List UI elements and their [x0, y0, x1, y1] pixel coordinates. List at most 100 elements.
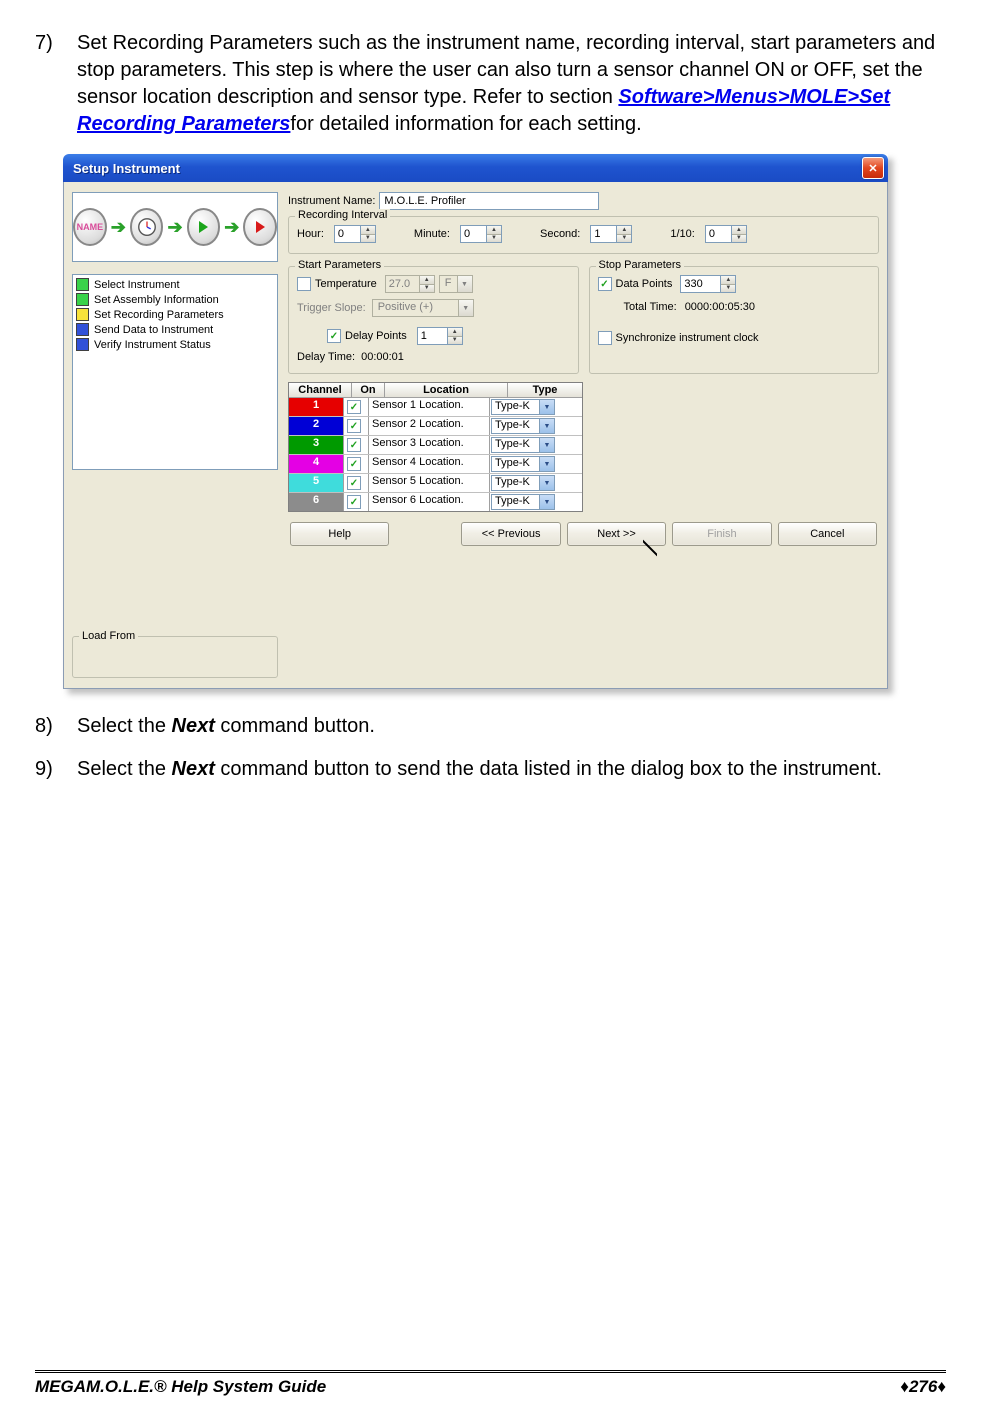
channel-table-header: Channel On Location Type	[289, 383, 582, 398]
instruction-7-text: Set Recording Parameters such as the ins…	[77, 30, 946, 138]
footer-page-number: ♦276♦	[900, 1377, 946, 1397]
channel-on-checkbox[interactable]: ✓	[347, 400, 361, 414]
instruction-8-text: Select the Next command button.	[77, 713, 946, 740]
arrow-icon: ➔	[167, 217, 182, 238]
delay-points-checkbox[interactable]: ✓	[327, 329, 341, 343]
dialog-button-row: Help << Previous Next >> Finish Cancel	[288, 522, 879, 546]
recording-interval-legend: Recording Interval	[295, 209, 390, 221]
channel-location[interactable]: Sensor 6 Location.	[369, 493, 490, 511]
temperature-spinner: ▲▼	[385, 275, 435, 293]
instrument-name-label: Instrument Name:	[288, 195, 375, 207]
channel-on-checkbox[interactable]: ✓	[347, 438, 361, 452]
channel-on-cell: ✓	[344, 455, 369, 473]
instr9-a: Select the	[77, 758, 172, 780]
wizard-step-item[interactable]: Set Recording Parameters	[76, 307, 274, 322]
instruction-9-text: Select the Next command button to send t…	[77, 756, 946, 783]
col-on: On	[352, 383, 385, 397]
instrument-name-input[interactable]	[379, 192, 599, 210]
wizard-step-item[interactable]: Set Assembly Information	[76, 292, 274, 307]
channel-row: 4✓ Sensor 4 Location.Type-K▼	[289, 455, 582, 474]
channel-on-cell: ✓	[344, 417, 369, 435]
data-points-checkbox[interactable]: ✓	[598, 277, 612, 291]
step-label: Set Recording Parameters	[94, 309, 224, 321]
channel-number: 2	[289, 417, 344, 435]
data-points-spinner[interactable]: ▲▼	[680, 275, 736, 293]
channel-number: 5	[289, 474, 344, 492]
previous-button[interactable]: << Previous	[461, 522, 560, 546]
dialog-body: NAME ➔ ➔ ➔ Select InstrumentSet Assembly…	[63, 182, 888, 689]
next-button[interactable]: Next >>	[567, 522, 666, 546]
play-step-icon	[187, 208, 221, 246]
channel-type-dropdown[interactable]: Type-K▼	[491, 494, 555, 510]
wizard-step-item[interactable]: Verify Instrument Status	[76, 337, 274, 352]
col-location: Location	[385, 383, 508, 397]
channel-on-checkbox[interactable]: ✓	[347, 419, 361, 433]
col-channel: Channel	[289, 383, 352, 397]
channel-location[interactable]: Sensor 4 Location.	[369, 455, 490, 473]
delay-time-label: Delay Time:	[297, 351, 355, 363]
dialog-titlebar: Setup Instrument ✕	[63, 154, 888, 182]
channel-type-dropdown[interactable]: Type-K▼	[491, 475, 555, 491]
temperature-label: Temperature	[315, 278, 377, 290]
channel-type-dropdown[interactable]: Type-K▼	[491, 437, 555, 453]
minute-label: Minute:	[414, 228, 450, 240]
sync-clock-checkbox[interactable]	[598, 331, 612, 345]
channel-location[interactable]: Sensor 1 Location.	[369, 398, 490, 416]
channel-type-dropdown[interactable]: Type-K▼	[491, 456, 555, 472]
wizard-step-item[interactable]: Select Instrument	[76, 277, 274, 292]
second-spinner[interactable]: ▲▼	[590, 225, 632, 243]
page-footer: MEGAM.O.L.E.® Help System Guide ♦276♦	[35, 1370, 946, 1397]
channel-on-cell: ✓	[344, 493, 369, 511]
channel-row: 3✓Sensor 3 Location.Type-K▼	[289, 436, 582, 455]
step-status-icon	[76, 293, 89, 306]
instruction-8: 8) Select the Next command button.	[35, 713, 946, 740]
hour-label: Hour:	[297, 228, 324, 240]
channel-location[interactable]: Sensor 2 Location.	[369, 417, 490, 435]
help-button[interactable]: Help	[290, 522, 389, 546]
channel-row: 1✓ Sensor 1 Location.Type-K▼	[289, 398, 582, 417]
step-status-icon	[76, 278, 89, 291]
sync-clock-label: Synchronize instrument clock	[616, 332, 759, 344]
stop-step-icon	[243, 208, 277, 246]
temp-unit-dropdown: F▼	[439, 275, 473, 293]
recording-interval-group: Recording Interval Hour: ▲▼ Minute: ▲▼ S…	[288, 216, 879, 254]
arrow-icon: ➔	[111, 217, 126, 238]
cancel-button[interactable]: Cancel	[778, 522, 877, 546]
channel-row: 2✓ Sensor 2 Location.Type-K▼	[289, 417, 582, 436]
total-time-label: Total Time:	[624, 301, 677, 313]
minute-spinner[interactable]: ▲▼	[460, 225, 502, 243]
finish-button: Finish	[672, 522, 771, 546]
channel-on-cell: ✓	[344, 474, 369, 492]
channel-on-checkbox[interactable]: ✓	[347, 457, 361, 471]
delay-points-spinner[interactable]: ▲▼	[417, 327, 463, 345]
channel-type-dropdown[interactable]: Type-K▼	[491, 399, 555, 415]
channel-location[interactable]: Sensor 5 Location.	[369, 474, 490, 492]
delay-points-label: Delay Points	[345, 330, 407, 342]
delay-time-value: 00:00:01	[361, 351, 404, 363]
hour-spinner[interactable]: ▲▼	[334, 225, 376, 243]
step-status-icon	[76, 323, 89, 336]
stop-params-legend: Stop Parameters	[596, 259, 685, 271]
close-icon[interactable]: ✕	[862, 157, 884, 179]
tenth-spinner[interactable]: ▲▼	[705, 225, 747, 243]
clock-step-icon	[130, 208, 164, 246]
data-points-label: Data Points	[616, 278, 673, 290]
step-label: Send Data to Instrument	[94, 324, 213, 336]
instr9-next: Next	[172, 758, 215, 780]
channel-on-checkbox[interactable]: ✓	[347, 495, 361, 509]
instruction-7: 7) Set Recording Parameters such as the …	[35, 30, 946, 138]
temperature-checkbox[interactable]	[297, 277, 311, 291]
channel-number: 1	[289, 398, 344, 416]
channel-on-cell: ✓	[344, 398, 369, 416]
instr7-part-b: for detailed information for each settin…	[290, 113, 641, 135]
load-from-group: Load From	[72, 636, 278, 678]
channel-row: 5✓ Sensor 5 Location.Type-K▼	[289, 474, 582, 493]
channel-on-checkbox[interactable]: ✓	[347, 476, 361, 490]
step-status-icon	[76, 338, 89, 351]
trigger-slope-label: Trigger Slope:	[297, 302, 366, 314]
channel-type-dropdown[interactable]: Type-K▼	[491, 418, 555, 434]
wizard-step-item[interactable]: Send Data to Instrument	[76, 322, 274, 337]
start-parameters-group: Start Parameters Temperature ▲▼ F▼ Trigg…	[288, 266, 579, 374]
channel-number: 4	[289, 455, 344, 473]
channel-location[interactable]: Sensor 3 Location.	[369, 436, 490, 454]
